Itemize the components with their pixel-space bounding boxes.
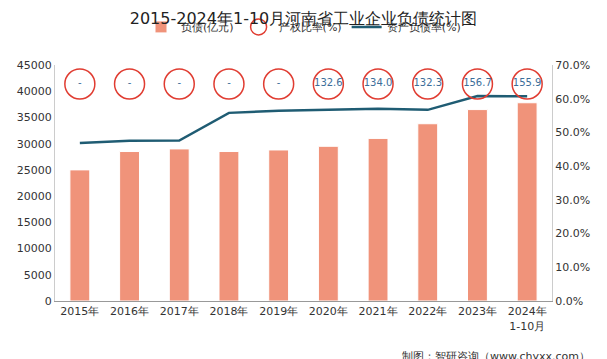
svg-text:产权比率(%): 产权比率(%) xyxy=(279,21,342,34)
svg-text:2015年: 2015年 xyxy=(60,305,99,318)
svg-text:50.0%: 50.0% xyxy=(555,126,590,139)
svg-text:2018年: 2018年 xyxy=(209,305,248,318)
svg-text:134.0: 134.0 xyxy=(364,77,393,88)
svg-text:2021年: 2021年 xyxy=(359,305,398,318)
svg-text:30.0%: 30.0% xyxy=(555,194,590,207)
svg-text:60.0%: 60.0% xyxy=(555,93,590,106)
svg-text:155.9: 155.9 xyxy=(513,77,542,88)
svg-text:10.0%: 10.0% xyxy=(555,261,590,274)
svg-text:40000: 40000 xyxy=(17,85,52,98)
svg-text:2020年: 2020年 xyxy=(309,305,348,318)
svg-text:2024年1-10月: 2024年1-10月 xyxy=(508,305,547,332)
svg-text:2019年: 2019年 xyxy=(259,305,298,318)
svg-text:2017年: 2017年 xyxy=(160,305,199,318)
svg-text:35000: 35000 xyxy=(17,111,52,124)
svg-text:15000: 15000 xyxy=(17,216,52,229)
svg-text:-: - xyxy=(78,77,82,88)
svg-text:30000: 30000 xyxy=(17,138,52,151)
svg-text:10000: 10000 xyxy=(17,242,52,255)
svg-text:2015-2024年1-10月河南省工业企业负债统计图: 2015-2024年1-10月河南省工业企业负债统计图 xyxy=(130,9,478,28)
svg-text:156.7: 156.7 xyxy=(463,77,492,88)
svg-text:2016年: 2016年 xyxy=(110,305,149,318)
svg-text:25000: 25000 xyxy=(17,164,52,177)
svg-text:制图：智研咨询（www.chyxx.com）: 制图：智研咨询（www.chyxx.com） xyxy=(402,350,590,359)
svg-text:0.0%: 0.0% xyxy=(555,295,583,308)
svg-text:40.0%: 40.0% xyxy=(555,160,590,173)
svg-text:-: - xyxy=(177,77,181,88)
svg-text:5000: 5000 xyxy=(24,269,52,282)
svg-text:20000: 20000 xyxy=(17,190,52,203)
svg-text:0: 0 xyxy=(45,295,52,308)
svg-text:132.3: 132.3 xyxy=(413,77,442,88)
svg-text:负债(亿元): 负债(亿元) xyxy=(181,21,234,34)
svg-text:资产负债率(%): 资产负债率(%) xyxy=(387,21,461,34)
svg-text:-: - xyxy=(277,77,281,88)
svg-text:2022年: 2022年 xyxy=(408,305,447,318)
svg-text:70.0%: 70.0% xyxy=(555,59,590,72)
svg-text:2023年: 2023年 xyxy=(458,305,497,318)
svg-text:45000: 45000 xyxy=(17,59,52,72)
svg-text:-: - xyxy=(128,77,132,88)
svg-text:20.0%: 20.0% xyxy=(555,227,590,240)
svg-text:-: - xyxy=(227,77,231,88)
svg-text:132.6: 132.6 xyxy=(314,77,343,88)
